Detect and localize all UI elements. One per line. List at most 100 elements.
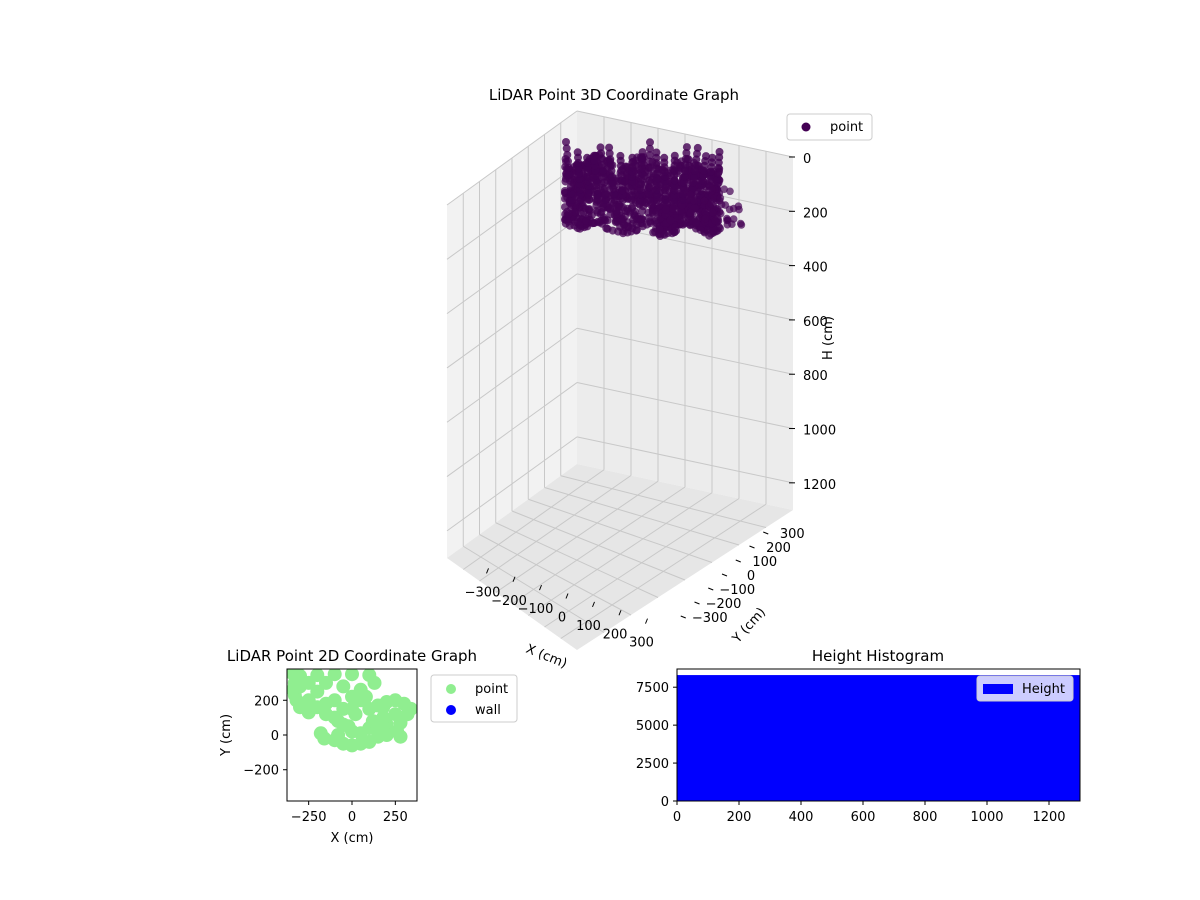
chart-3d-ztick-label: 0 <box>803 152 811 167</box>
chart-2d-data-point <box>317 731 332 746</box>
chart-3d-data-point <box>564 157 572 166</box>
histogram-xtick-label: 200 <box>727 810 752 825</box>
chart-3d-xtick-label: −200 <box>491 594 527 609</box>
histogram-xtick-label: 1000 <box>970 810 1003 825</box>
chart-3d-ytick-label: −100 <box>719 583 755 598</box>
chart-2d-data-point <box>310 684 325 699</box>
histogram-xtick-label: 400 <box>789 810 814 825</box>
chart-3d-data-point <box>599 166 607 175</box>
chart-3d-data-point <box>644 196 653 204</box>
chart-3d-data-point <box>686 190 695 199</box>
chart-3d-data-point <box>616 151 625 160</box>
chart-3d-data-point <box>602 224 611 233</box>
chart-3d-data-point <box>692 218 701 227</box>
chart-3d-data-point <box>701 214 710 223</box>
chart-3d-ytick-label: 100 <box>752 555 777 570</box>
chart-3d-data-point <box>588 219 597 228</box>
chart-2d-data-point <box>327 669 342 682</box>
chart-3d-data-point <box>610 196 619 204</box>
chart-3d-data-point <box>693 143 702 152</box>
chart-3d-ztick-label: 1000 <box>803 424 836 439</box>
chart-3d-data-point <box>711 217 719 225</box>
chart-3d-data-point <box>600 184 609 193</box>
chart-3d-data-point <box>573 218 582 227</box>
chart-2d-xtick-label: −250 <box>291 810 327 825</box>
chart-3d-data-point <box>678 196 687 204</box>
chart-3d-data-point <box>723 214 731 223</box>
chart-3d-data-point <box>666 216 675 225</box>
chart-3d-ztick-label: 600 <box>803 315 828 330</box>
chart-2d-legend-marker-point <box>446 684 456 694</box>
chart-2d-data-point <box>301 675 316 690</box>
chart-2d-legend-label-wall: wall <box>475 703 501 718</box>
chart-2d-legend-label-point: point <box>475 682 508 697</box>
chart-3d-gridline-z <box>576 273 794 321</box>
chart-3d-data-point <box>609 184 618 193</box>
chart-2d-xlabel: X (cm) <box>331 831 374 846</box>
chart-3d-data-point <box>564 210 573 218</box>
chart-3d-data-point <box>679 190 687 199</box>
chart-3d-data-point <box>708 208 717 217</box>
chart-3d-xtick-mark <box>592 601 595 608</box>
chart-3d-data-point <box>716 194 725 202</box>
chart-3d-data-point <box>645 157 654 166</box>
chart-3d-data-point <box>679 184 688 193</box>
chart-3d-data-point <box>645 144 654 153</box>
chart-3d-ytick-label: 300 <box>780 527 805 542</box>
chart-3d-data-point <box>605 149 614 158</box>
chart-3d-points <box>561 138 746 240</box>
chart-2d-point-group <box>287 669 417 753</box>
chart-2d-xtick-label: 0 <box>348 810 356 825</box>
chart-3d-ztick-label: 1200 <box>803 478 836 493</box>
chart-3d-data-point <box>605 204 614 213</box>
chart-3d-legend-marker <box>801 122 811 132</box>
chart-3d-data-point <box>619 227 628 236</box>
chart-3d-gridline-z <box>446 273 578 369</box>
chart-3d-ytick-mark <box>721 573 728 577</box>
chart-3d-gridline-y <box>511 510 686 581</box>
chart-3d-data-point <box>562 138 570 146</box>
chart-2d-points <box>287 669 417 753</box>
histogram-legend-swatch <box>983 684 1013 694</box>
chart-3d-xtick-mark <box>539 584 542 591</box>
chart-3d-data-point <box>590 151 598 160</box>
chart-3d-legend-box <box>786 113 873 141</box>
chart-2d-data-point <box>336 679 351 694</box>
chart-2d-data-point <box>345 669 359 682</box>
chart-3d-data-point <box>603 216 612 225</box>
chart-3d-xtick-label: −100 <box>518 602 554 617</box>
chart-3d-data-point <box>680 172 689 181</box>
chart-3d-ytick-mark <box>749 545 755 549</box>
chart-3d-data-point <box>677 207 686 216</box>
chart-histogram: Height Histogram 0 200 400 600 800 1000 1200 0 2… <box>636 647 1081 825</box>
chart-3d-legend-label: point <box>830 120 863 135</box>
chart-2d-legend-marker-wall <box>446 705 456 715</box>
chart-3d-data-point <box>645 170 654 179</box>
chart-3d-data-point <box>566 176 574 185</box>
chart-3d-data-point <box>561 194 569 203</box>
chart-3d-gridline-z <box>576 327 794 375</box>
chart-3d-data-point <box>568 196 576 204</box>
chart-3d-data-point <box>696 226 705 234</box>
chart-3d-data-point <box>597 155 606 164</box>
chart-3d-data-point <box>708 185 717 194</box>
chart-2d-data-point <box>393 729 408 744</box>
chart-2d-xtick-label: 250 <box>383 810 408 825</box>
chart-3d-data-point <box>708 153 717 162</box>
histogram-xtick-label: 600 <box>851 810 876 825</box>
chart-2d-data-point <box>353 726 368 741</box>
chart-2d-data-point <box>331 728 346 742</box>
chart-3d-ytick-mark <box>735 559 741 563</box>
chart-3d-gridline-z <box>576 110 794 158</box>
chart-3d-data-point <box>600 178 609 187</box>
chart-3d-ztick-label: 400 <box>803 261 828 276</box>
chart-2d-ytick-label: 0 <box>271 729 279 744</box>
chart-3d-ytick-mark <box>763 531 769 535</box>
chart-3d-data-point <box>597 149 606 158</box>
chart-3d-xtick-label: 300 <box>629 636 654 651</box>
chart-3d-data-point <box>644 183 653 192</box>
chart-3d-data-point <box>601 190 610 199</box>
chart-3d-data-point <box>638 148 647 157</box>
chart-3d-data-point <box>606 161 615 170</box>
chart-3d-data-point <box>570 208 579 217</box>
